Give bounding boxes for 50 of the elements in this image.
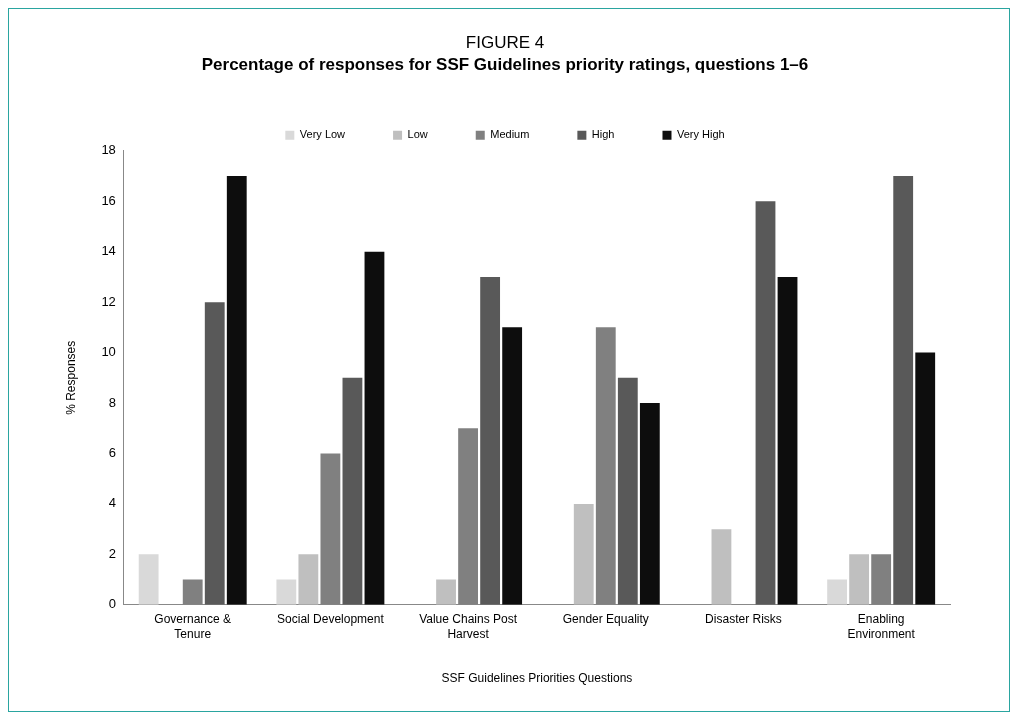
bar — [915, 352, 936, 605]
bar — [595, 327, 616, 605]
x-tick-label: Social Development — [277, 612, 385, 627]
bar — [617, 377, 638, 605]
x-tick-label: Governance & Tenure — [154, 612, 232, 641]
bar — [364, 251, 385, 605]
bar — [502, 327, 523, 605]
chart-subtitle: Percentage of responses for SSF Guidelines priority ratings, questions 1–6 — [201, 55, 809, 75]
bar — [480, 276, 501, 605]
y-tick-label: 8 — [108, 394, 116, 410]
bar — [320, 453, 341, 605]
bar — [182, 579, 203, 605]
bar — [639, 403, 660, 605]
bar — [777, 276, 798, 605]
bar — [204, 302, 225, 605]
bar — [138, 554, 159, 605]
legend-label: Medium — [490, 128, 530, 141]
bar — [298, 554, 319, 605]
bar — [827, 579, 848, 605]
x-axis-title: SSF Guidelines Priorities Questions — [441, 671, 633, 686]
bar — [755, 201, 776, 605]
x-tick-label: Enabling Environment — [847, 612, 916, 641]
y-tick-label: 16 — [101, 192, 116, 208]
bar — [711, 529, 732, 605]
bar — [871, 554, 892, 605]
bar — [849, 554, 870, 605]
y-tick-label: 12 — [101, 293, 116, 309]
legend-label: High — [591, 128, 615, 141]
bar — [573, 503, 594, 605]
y-tick-label: 2 — [108, 545, 116, 561]
y-tick-label: 10 — [101, 344, 116, 360]
y-tick-label: 0 — [108, 596, 116, 612]
bar — [893, 176, 914, 605]
y-tick-label: 14 — [101, 243, 116, 259]
y-axis-title: % Responses — [63, 340, 78, 415]
y-tick-label: 6 — [108, 445, 116, 461]
x-tick-label: Value Chains Post Harvest — [419, 612, 518, 641]
bar — [226, 176, 247, 605]
y-tick-label: 18 — [101, 142, 116, 158]
legend-label: Very High — [676, 128, 725, 141]
bar — [436, 579, 456, 605]
x-tick-label: Gender Equality — [562, 612, 649, 627]
bar — [276, 579, 297, 605]
bar — [458, 428, 478, 605]
x-tick-label: Disaster Risks — [705, 612, 782, 627]
legend-label: Very Low — [299, 128, 346, 141]
chart-title: FIGURE 4 — [465, 32, 545, 52]
bar — [342, 377, 363, 605]
y-tick-label: 4 — [108, 495, 116, 511]
legend-label: Low — [407, 128, 428, 141]
